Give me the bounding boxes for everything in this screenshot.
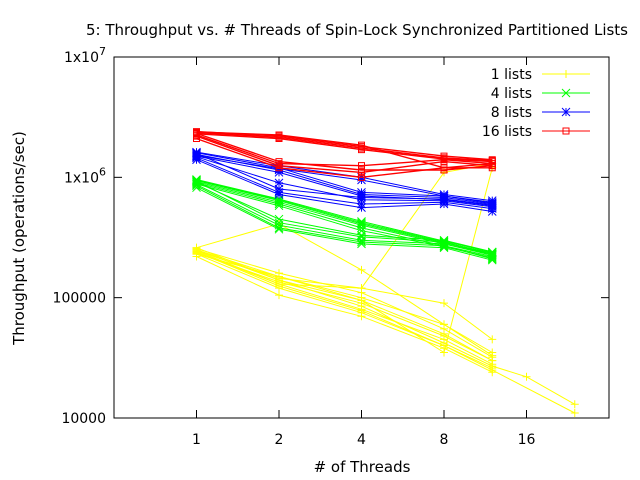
data-point (357, 284, 366, 293)
data-point (357, 219, 366, 229)
data-point (488, 366, 497, 375)
data-point (570, 409, 579, 418)
data-point (275, 291, 283, 300)
data-point (275, 158, 283, 166)
chart-title: 5: Throughput vs. # Threads of Spin-Lock… (86, 21, 628, 39)
x-tick-label: 1 (192, 432, 201, 448)
series-8-lists (192, 147, 497, 216)
data-point (274, 194, 284, 204)
legend-label: 1 lists (491, 67, 532, 83)
data-point (358, 173, 365, 181)
data-point (439, 194, 449, 204)
series-line (196, 253, 493, 369)
series-line (196, 131, 493, 169)
data-point (193, 135, 200, 143)
data-point (274, 190, 284, 199)
series-line (196, 133, 493, 163)
data-point (487, 250, 497, 260)
data-point (357, 226, 366, 236)
axis-ticks: 1 2 4 8 16 10000 100000 1x106 1x107 (53, 45, 609, 448)
data-point (570, 400, 579, 409)
series-line (196, 134, 493, 167)
series-4-lists (192, 175, 497, 265)
x-tick-label: 8 (440, 432, 449, 448)
data-point (274, 218, 284, 228)
data-point (357, 239, 366, 249)
series-line (196, 256, 493, 373)
data-point (357, 235, 366, 245)
data-point (357, 223, 366, 233)
legend-marker (562, 70, 570, 78)
data-point (192, 176, 201, 186)
data-point (440, 320, 448, 329)
y-tick-label: 100000 (53, 291, 106, 307)
data-point (358, 146, 365, 154)
y-tick-label: 1x106 (64, 165, 106, 186)
legend-label: 16 lists (482, 124, 532, 140)
x-tick-label: 2 (275, 432, 284, 448)
data-point (358, 141, 365, 149)
data-point (358, 166, 365, 174)
legend: 1 lists 4 lists 8 lists 16 lists (482, 67, 590, 140)
data-point (193, 129, 200, 137)
y-tick-label: 1x107 (64, 45, 106, 66)
x-axis-label: # of Threads (314, 458, 411, 476)
x-tick-label: 4 (357, 432, 366, 448)
data-point (192, 250, 201, 259)
legend-marker (562, 127, 570, 135)
data-point (488, 335, 497, 344)
data-point (357, 232, 366, 242)
data-point (440, 299, 448, 308)
data-point (357, 265, 366, 274)
data-point (275, 272, 283, 281)
data-point (357, 306, 366, 315)
y-axis-label: Throughput (operations/sec) (10, 131, 28, 346)
data-point (487, 247, 497, 257)
series-line (196, 132, 493, 171)
data-point (357, 193, 366, 202)
series-line (196, 251, 576, 414)
data-point (487, 200, 497, 210)
data-point (440, 166, 448, 174)
data-point (274, 224, 284, 234)
series-16-lists (193, 128, 496, 181)
data-point (440, 332, 448, 341)
legend-marker (561, 88, 571, 98)
data-point (192, 149, 201, 158)
data-point (440, 341, 448, 350)
y-tick-label: 10000 (61, 411, 106, 427)
data-point (487, 254, 497, 264)
data-point (275, 131, 283, 139)
data-point (274, 184, 284, 194)
data-point (192, 183, 201, 193)
x-tick-label: 16 (518, 432, 536, 448)
data-point (357, 203, 366, 212)
data-point (439, 237, 449, 247)
data-point (357, 296, 366, 305)
data-point (522, 372, 531, 381)
data-point (487, 207, 497, 216)
series-layer (192, 128, 579, 418)
data-point (357, 217, 366, 226)
data-point (488, 162, 496, 170)
legend-label: 8 lists (491, 105, 532, 121)
data-point (439, 236, 449, 246)
legend-label: 4 lists (491, 86, 532, 102)
data-point (192, 175, 201, 184)
legend-marker (561, 107, 571, 117)
series-line (196, 135, 493, 174)
data-point (275, 279, 283, 288)
series-line (196, 137, 493, 179)
data-point (274, 178, 284, 188)
data-point (488, 351, 497, 360)
data-point (440, 348, 448, 357)
